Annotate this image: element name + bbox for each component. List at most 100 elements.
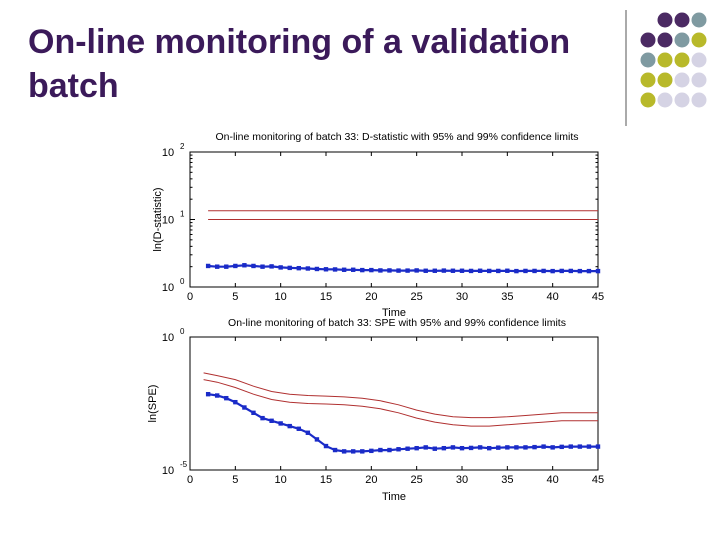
y-tick-exponent: 1 xyxy=(180,210,185,219)
data-point xyxy=(505,445,510,450)
data-point xyxy=(215,393,220,398)
data-point xyxy=(396,268,401,273)
x-tick-label: 35 xyxy=(501,474,513,486)
data-point xyxy=(541,268,546,274)
decorative-dot xyxy=(691,12,707,28)
data-point xyxy=(269,418,274,423)
data-point xyxy=(441,445,447,451)
data-point xyxy=(541,444,546,449)
x-axis-label: Time xyxy=(382,491,406,503)
data-point xyxy=(360,267,365,273)
chart-title: On-line monitoring of batch 33: SPE with… xyxy=(228,317,566,329)
data-point xyxy=(450,268,456,273)
data-point xyxy=(568,444,573,449)
data-point xyxy=(387,447,392,453)
data-point xyxy=(577,268,583,274)
y-tick-exponent: 0 xyxy=(180,327,185,336)
x-tick-label: 5 xyxy=(232,474,238,486)
data-point xyxy=(496,445,501,450)
data-point xyxy=(260,264,265,269)
data-point xyxy=(423,445,428,450)
data-point xyxy=(323,267,329,272)
data-point xyxy=(496,268,501,274)
data-point xyxy=(423,268,428,273)
data-point xyxy=(369,267,374,273)
data-point xyxy=(414,445,419,451)
x-tick-label: 20 xyxy=(365,474,377,486)
data-point xyxy=(523,445,528,450)
x-tick-label: 15 xyxy=(320,474,332,486)
confidence-limit-line xyxy=(203,379,598,427)
decorative-dot xyxy=(640,52,656,68)
data-point xyxy=(341,449,347,454)
y-tick-exponent: 2 xyxy=(180,142,185,151)
data-point xyxy=(360,449,365,454)
x-tick-label: 25 xyxy=(411,291,423,303)
x-tick-label: 10 xyxy=(275,291,287,303)
decorative-dot xyxy=(674,72,690,88)
x-tick-label: 30 xyxy=(456,474,468,486)
data-point xyxy=(233,263,238,269)
decorative-dot xyxy=(657,32,673,48)
x-tick-label: 35 xyxy=(501,291,513,303)
data-point xyxy=(332,447,338,453)
data-point xyxy=(378,268,383,273)
decorative-dot xyxy=(657,12,673,28)
data-point xyxy=(224,264,229,269)
data-point xyxy=(296,426,301,431)
decorative-dot xyxy=(691,52,707,68)
data-point xyxy=(450,445,456,450)
data-point xyxy=(532,268,537,274)
y-tick-exponent: -5 xyxy=(180,460,188,469)
data-point xyxy=(332,267,338,272)
data-point xyxy=(287,265,292,271)
data-point xyxy=(595,444,601,449)
x-tick-label: 40 xyxy=(547,291,559,303)
data-point xyxy=(414,268,419,273)
data-point xyxy=(351,267,356,272)
data-point xyxy=(278,421,283,426)
decorative-dot xyxy=(657,52,673,68)
x-tick-label: 25 xyxy=(411,474,423,486)
data-point xyxy=(224,395,229,401)
decorative-dot-grid xyxy=(625,10,707,126)
x-axis-label: Time xyxy=(382,307,406,319)
decorative-dot xyxy=(657,92,673,108)
data-point xyxy=(369,448,374,454)
data-point xyxy=(505,268,510,273)
x-tick-label: 0 xyxy=(187,474,193,486)
data-point xyxy=(477,268,483,273)
data-point xyxy=(233,399,238,405)
y-tick-label: 10 xyxy=(162,332,174,344)
data-point xyxy=(459,268,465,273)
x-tick-label: 45 xyxy=(592,291,604,303)
data-point xyxy=(432,446,437,451)
data-point xyxy=(351,449,356,454)
data-point xyxy=(305,266,311,271)
x-tick-label: 5 xyxy=(232,291,238,303)
decorative-dot xyxy=(674,52,690,68)
data-point xyxy=(305,430,311,435)
data-point xyxy=(242,405,247,410)
decorative-dot xyxy=(640,32,656,48)
data-point xyxy=(205,391,211,397)
data-point xyxy=(477,445,483,450)
data-point xyxy=(468,445,474,451)
data-point xyxy=(205,263,211,269)
decorative-dot xyxy=(691,72,707,88)
data-point xyxy=(323,443,329,449)
data-point xyxy=(405,268,410,273)
data-point xyxy=(260,415,265,421)
y-axis-label: ln(D-statistic) xyxy=(152,187,164,251)
data-point xyxy=(586,444,592,449)
y-tick-label: 10 xyxy=(162,465,174,477)
data-point xyxy=(251,410,256,416)
y-tick-label: 10 xyxy=(162,282,174,294)
data-point xyxy=(559,444,564,450)
x-tick-label: 0 xyxy=(187,291,193,303)
decorative-dot xyxy=(674,12,690,28)
x-tick-label: 40 xyxy=(547,474,559,486)
decorative-dot xyxy=(691,92,707,108)
data-point xyxy=(487,268,492,274)
confidence-limit-line xyxy=(203,372,598,419)
